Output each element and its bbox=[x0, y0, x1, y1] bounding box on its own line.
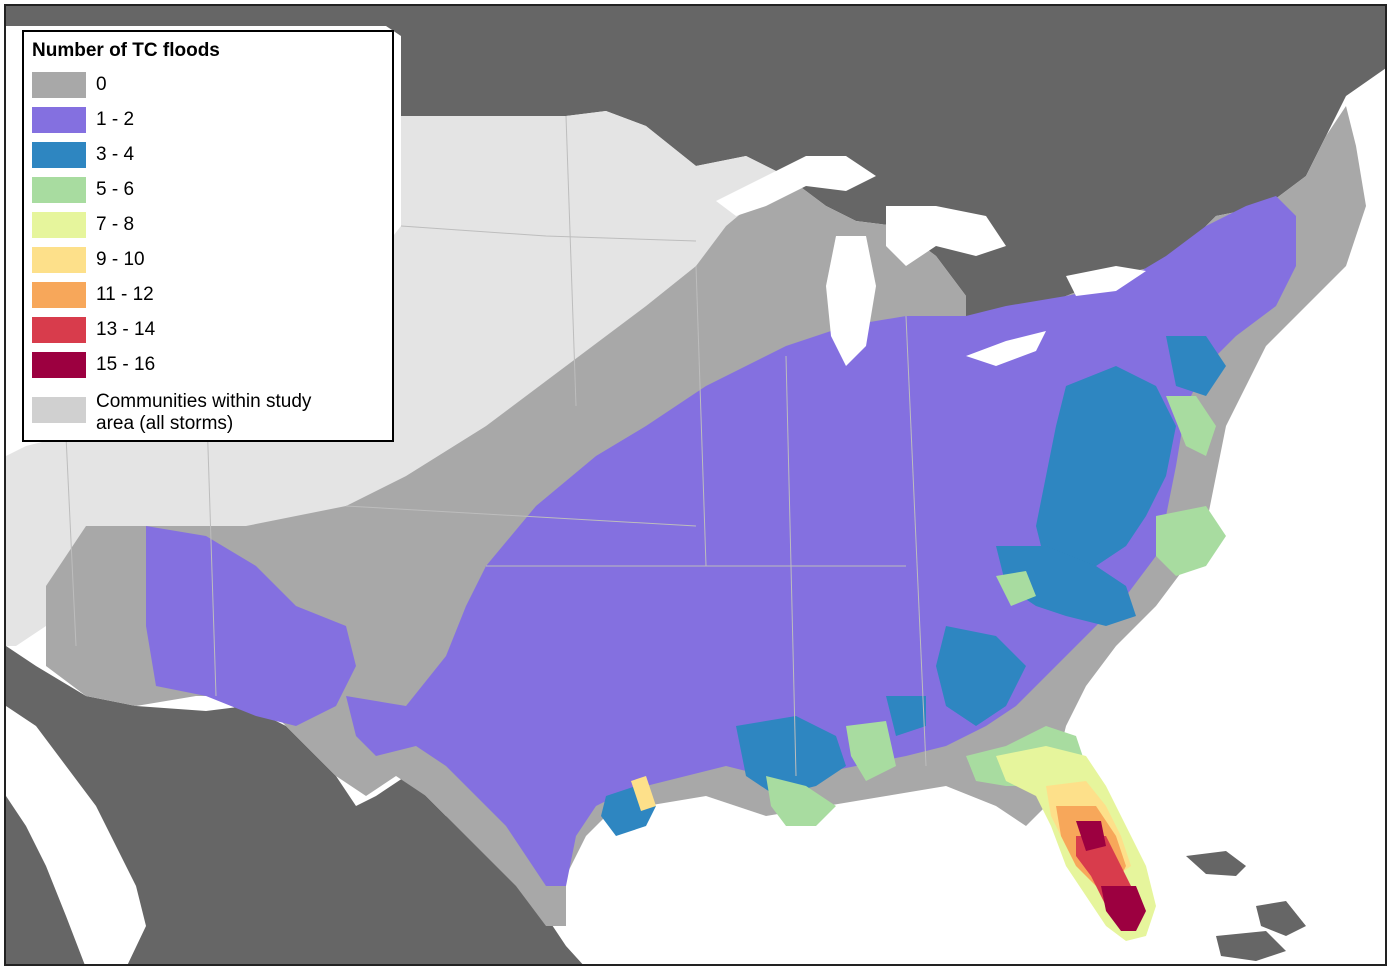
legend-swatch bbox=[32, 247, 86, 273]
flood-map bbox=[6, 6, 1385, 964]
legend-item-5-6: 5 - 6 bbox=[32, 177, 382, 203]
legend-item-13-14: 13 - 14 bbox=[32, 317, 382, 343]
region-houston bbox=[631, 776, 656, 811]
legend-label-line: area (all storms) bbox=[96, 413, 234, 434]
region-florida bbox=[996, 746, 1156, 941]
legend-item-1-2: 1 - 2 bbox=[32, 107, 382, 133]
legend-swatch bbox=[32, 397, 86, 423]
legend-swatch bbox=[32, 72, 86, 98]
legend-label-line: Communities within study bbox=[96, 391, 312, 412]
legend-label: 5 - 6 bbox=[96, 179, 135, 200]
legend-item-7-8: 7 - 8 bbox=[32, 212, 382, 238]
legend-label: Communities within study area (all storm… bbox=[96, 391, 376, 435]
legend-label: 11 - 12 bbox=[96, 284, 154, 305]
caribbean-islands bbox=[1186, 851, 1306, 961]
legend-swatch bbox=[32, 107, 86, 133]
map-frame: Number of TC floods 0 1 - 2 3 - 4 5 - 6 … bbox=[4, 4, 1387, 966]
legend-label: 1 - 2 bbox=[96, 109, 135, 130]
gulf-of-california bbox=[6, 706, 146, 964]
legend-label: 15 - 16 bbox=[96, 354, 156, 375]
canada-land bbox=[6, 6, 1385, 336]
legend-item-study-area: Communities within study area (all storm… bbox=[32, 391, 382, 434]
legend-swatch bbox=[32, 142, 86, 168]
legend-label: 3 - 4 bbox=[96, 144, 135, 165]
legend-title: Number of TC floods bbox=[32, 40, 220, 61]
legend-swatch bbox=[32, 352, 86, 378]
legend-label: 0 bbox=[96, 74, 107, 95]
legend-swatch bbox=[32, 317, 86, 343]
legend-item-3-4: 3 - 4 bbox=[32, 142, 382, 168]
state-boundaries bbox=[65, 115, 927, 777]
legend-swatch bbox=[32, 177, 86, 203]
legend-label: 13 - 14 bbox=[96, 319, 156, 340]
legend-item-9-10: 9 - 10 bbox=[32, 247, 382, 273]
us-outside-study bbox=[6, 111, 786, 646]
mexico-land bbox=[6, 646, 583, 964]
legend-label: 9 - 10 bbox=[96, 249, 145, 270]
great-lakes bbox=[716, 156, 1146, 366]
legend-item-0: 0 bbox=[32, 72, 382, 98]
legend-item-15-16: 15 - 16 bbox=[32, 352, 382, 378]
map-legend: Number of TC floods 0 1 - 2 3 - 4 5 - 6 … bbox=[22, 30, 394, 442]
legend-swatch bbox=[32, 282, 86, 308]
region-1-2 bbox=[146, 196, 1296, 886]
legend-swatch bbox=[32, 212, 86, 238]
region-3-4 bbox=[601, 336, 1226, 836]
legend-item-11-12: 11 - 12 bbox=[32, 282, 382, 308]
legend-label: 7 - 8 bbox=[96, 214, 135, 235]
